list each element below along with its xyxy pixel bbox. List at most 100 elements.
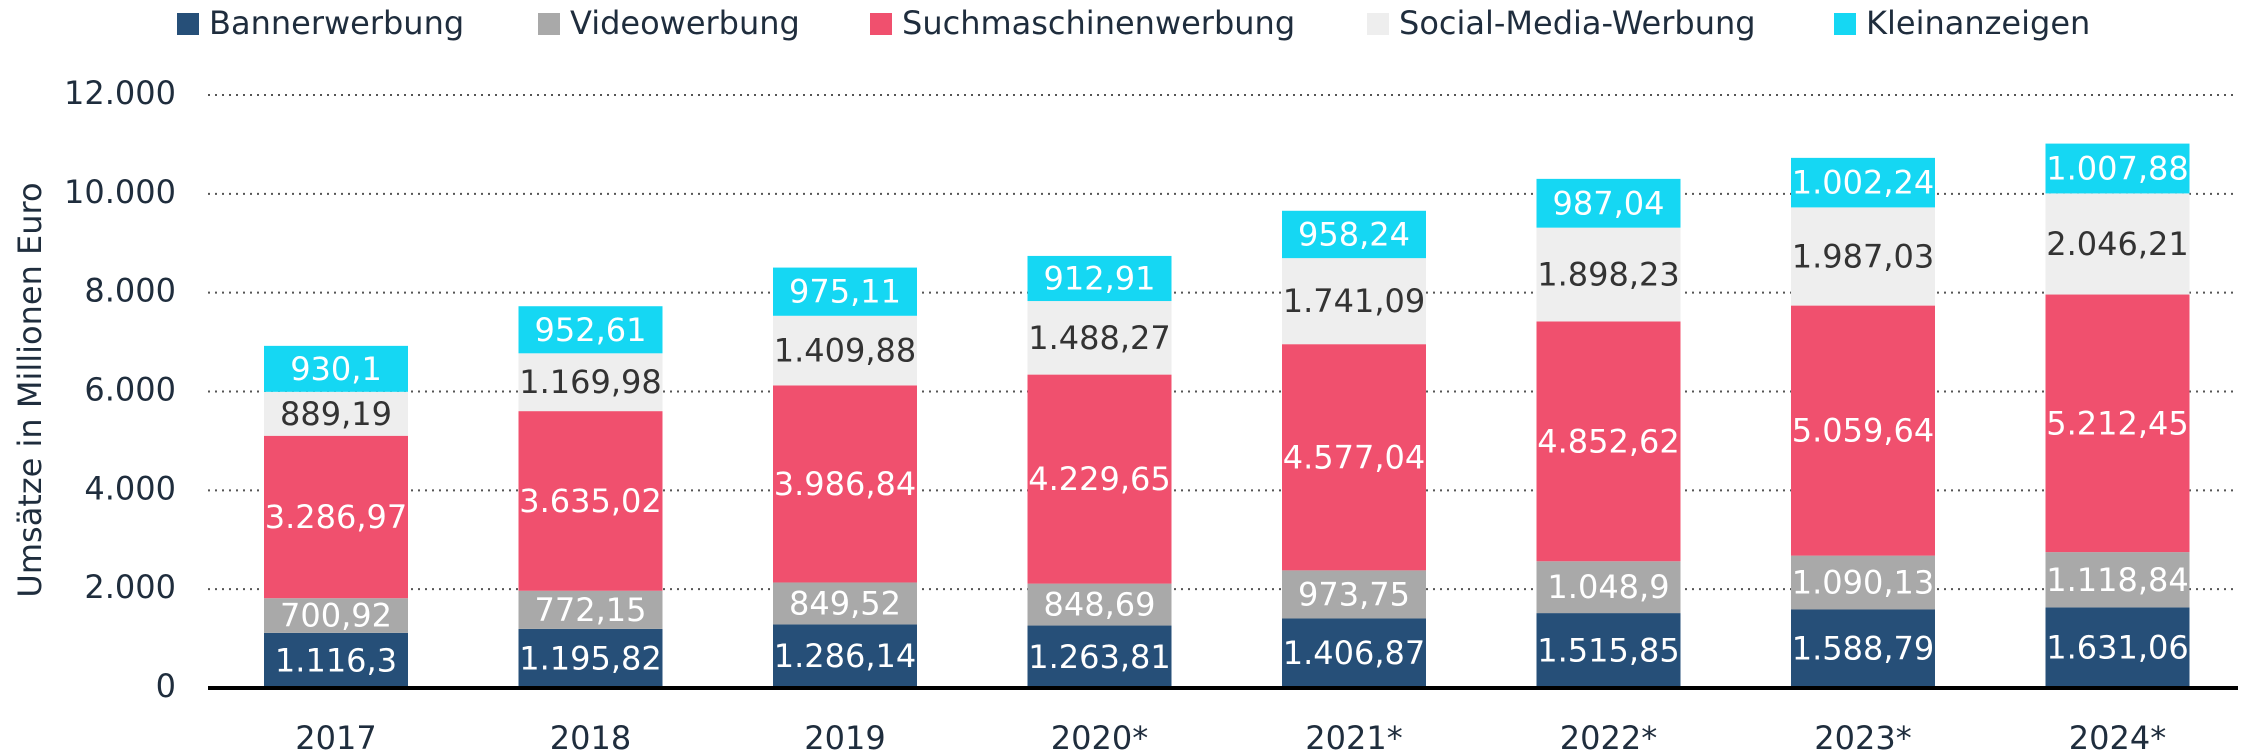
- bar-segment: [1791, 157, 1935, 208]
- legend-label: Suchmaschinenwerbung: [902, 4, 1295, 42]
- data-label: 987,04: [1553, 184, 1665, 222]
- x-tick-label: 2022*: [1560, 719, 1657, 756]
- data-label: 1.118,84: [2046, 561, 2189, 599]
- data-label: 849,52: [789, 584, 901, 622]
- bar-segment: [773, 267, 917, 316]
- bar-segment: [1791, 207, 1935, 306]
- y-axis-label: Umsätze in Millionen Euro: [11, 182, 49, 597]
- y-tick-label: 2.000: [84, 568, 176, 606]
- x-tick-label: 2018: [550, 719, 631, 756]
- bar-segment: [1027, 301, 1172, 375]
- bar-segment: [518, 353, 663, 412]
- bar-segment: [1282, 210, 1426, 259]
- legend-label: Kleinanzeigen: [1866, 4, 2090, 42]
- bar-segment: [264, 632, 408, 688]
- bar-segment: [264, 435, 408, 599]
- legend-swatch: [870, 13, 892, 35]
- bar-segment: [1282, 618, 1426, 688]
- data-label: 4.852,62: [1537, 422, 1680, 460]
- data-label: 1.409,88: [774, 332, 917, 370]
- bar-segment: [773, 624, 917, 688]
- data-label: 952,61: [535, 311, 647, 349]
- legend-swatch: [538, 13, 560, 35]
- x-tick-label: 2020*: [1051, 719, 1148, 756]
- bar-segment: [2045, 552, 2190, 608]
- legend-swatch: [1367, 13, 1389, 35]
- bar-segment: [773, 315, 917, 386]
- bar-segment: [518, 590, 663, 629]
- bar-segment: [1282, 570, 1426, 619]
- x-tick-label: 2021*: [1305, 719, 1402, 756]
- data-label: 1.002,24: [1792, 164, 1935, 202]
- data-label: 2.046,21: [2046, 225, 2189, 263]
- bar-segment: [518, 411, 663, 591]
- data-label: 1.631,06: [2046, 629, 2189, 667]
- bar-segment: [1536, 178, 1681, 228]
- bar-segment: [1282, 344, 1426, 571]
- legend-swatch: [1834, 13, 1856, 35]
- bar-segment: [2045, 143, 2190, 194]
- bar-segment: [1536, 613, 1681, 688]
- data-label: 930,1: [290, 350, 382, 388]
- bar-segment: [264, 391, 408, 436]
- data-label: 1.987,03: [1792, 237, 1935, 275]
- y-tick-label: 10.000: [64, 173, 176, 211]
- bar-segment: [1027, 625, 1172, 688]
- bar-segment: [2045, 607, 2190, 688]
- legend-swatch: [177, 13, 199, 35]
- x-tick-label: 2019: [804, 719, 885, 756]
- data-label: 1.169,98: [519, 363, 662, 401]
- bar-segment: [1027, 374, 1172, 584]
- data-label: 975,11: [789, 273, 901, 311]
- data-label: 700,92: [280, 597, 392, 635]
- y-tick-label: 12.000: [64, 74, 176, 112]
- data-label: 3.986,84: [774, 465, 917, 503]
- x-tick-label: 2024*: [2069, 719, 2166, 756]
- bar-segment: [773, 385, 917, 583]
- y-tick-label: 8.000: [84, 272, 176, 310]
- bar-segment: [2045, 294, 2190, 553]
- data-label: 973,75: [1298, 575, 1410, 613]
- bar-segment: [264, 598, 408, 633]
- x-tick-label: 2023*: [1814, 719, 1911, 756]
- data-label: 958,24: [1298, 215, 1410, 253]
- data-label: 1.406,87: [1283, 634, 1426, 672]
- data-label: 1.263,81: [1028, 638, 1171, 676]
- data-label: 889,19: [280, 395, 392, 433]
- y-tick-label: 6.000: [84, 371, 176, 409]
- legend-label: Bannerwerbung: [209, 4, 464, 42]
- y-tick-label: 0: [156, 667, 176, 705]
- data-label: 3.635,02: [519, 482, 662, 520]
- data-label: 1.588,79: [1792, 630, 1935, 668]
- bar-segment: [264, 345, 408, 392]
- data-label: 4.229,65: [1028, 460, 1171, 498]
- data-label: 1.195,82: [519, 639, 662, 677]
- data-label: 1.488,27: [1028, 319, 1171, 357]
- data-label: 1.048,9: [1547, 568, 1669, 606]
- x-tick-label: 2017: [295, 719, 376, 756]
- bar-segment: [773, 582, 917, 625]
- data-label: 4.577,04: [1283, 438, 1426, 476]
- bar-segment: [1027, 255, 1172, 302]
- legend-label: Social-Media-Werbung: [1399, 4, 1756, 42]
- data-label: 1.090,13: [1792, 564, 1935, 602]
- bar-segment: [2045, 193, 2190, 295]
- data-label: 1.741,09: [1283, 282, 1426, 320]
- bar-segment: [1282, 258, 1426, 345]
- data-label: 5.059,64: [1792, 412, 1935, 450]
- bar-segment: [1536, 321, 1681, 562]
- data-label: 848,69: [1044, 586, 1156, 624]
- data-label: 1.286,14: [774, 637, 917, 675]
- data-label: 772,15: [535, 591, 647, 629]
- bar-segment: [1791, 305, 1935, 556]
- bar-segment: [1536, 227, 1681, 322]
- data-label: 5.212,45: [2046, 404, 2189, 442]
- bar-segment: [1791, 609, 1935, 688]
- legend-label: Videowerbung: [570, 4, 800, 42]
- data-label: 3.286,97: [265, 498, 408, 536]
- data-label: 1.515,85: [1537, 632, 1680, 670]
- bar-segment: [1536, 561, 1681, 614]
- bar-segment: [518, 306, 663, 354]
- bar-segment: [1791, 555, 1935, 610]
